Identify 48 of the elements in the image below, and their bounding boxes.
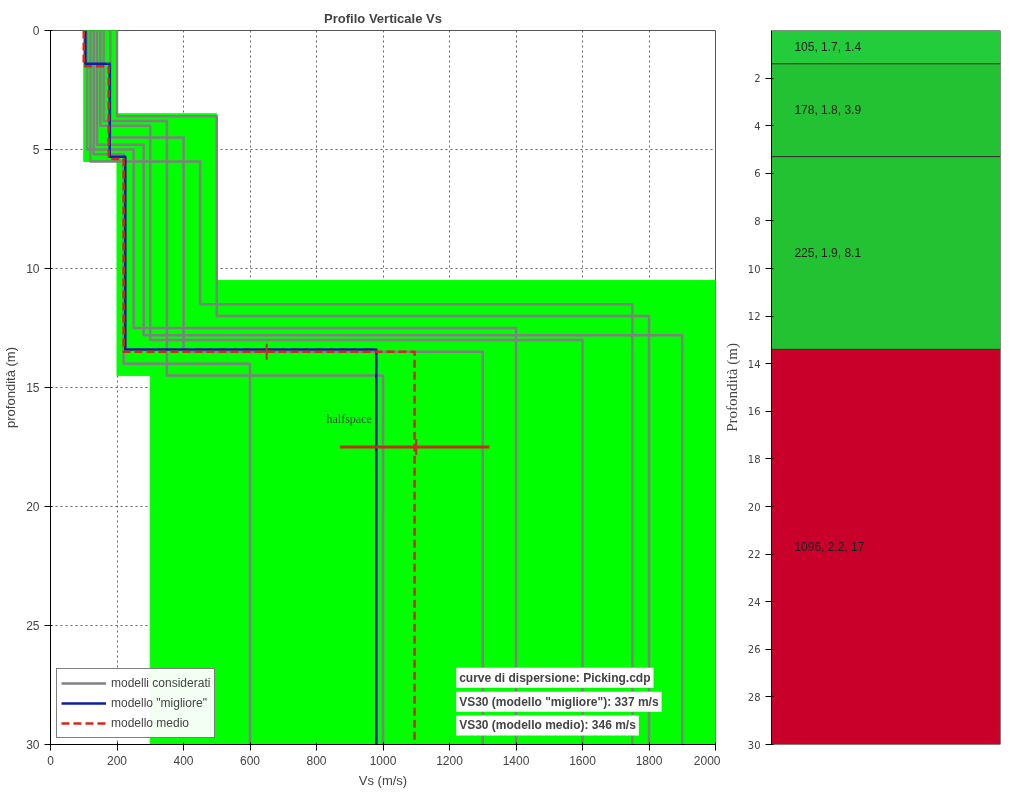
y-axis-title: profondità (m) [3, 347, 19, 428]
y-axis-title: Profondità (m) [723, 343, 741, 432]
y-tick-label: 4 [754, 120, 761, 132]
annotation: halfspace [326, 411, 372, 426]
x-tick-label: 1600 [569, 753, 597, 768]
y-tick-label: 26 [747, 644, 761, 656]
y-tick-label: 8 [754, 215, 761, 227]
annotation: VS30 (modello medio): 346 m/s [459, 718, 637, 733]
y-tick-label: 12 [747, 311, 761, 323]
y-tick-label: 10 [26, 262, 40, 276]
data-label: 225, 1.9, 8.1 [794, 246, 862, 261]
y-tick-label: 24 [747, 596, 761, 608]
x-tick-label: 600 [239, 753, 261, 768]
x-tick-label: 2000 [693, 753, 721, 768]
x-tick-label: 0 [47, 753, 55, 768]
data-label: 1096, 2.2, 17 [794, 539, 865, 554]
y-tick-label: 28 [747, 691, 761, 703]
y-tick-label: 0 [32, 24, 40, 38]
y-tick-label: 30 [26, 738, 40, 752]
x-tick-label: 1200 [436, 753, 464, 768]
annotation: VS30 (modello "migliore"): 337 m/s [459, 694, 659, 709]
legend-label: modello medio [111, 716, 190, 730]
y-tick-label: 6 [754, 168, 761, 180]
y-tick-label: 2 [754, 73, 761, 85]
x-tick-label: 800 [306, 753, 327, 768]
chart-title: Profilo Verticale Vs [324, 10, 442, 26]
legend-label: modelli considerati [111, 676, 211, 690]
y-tick-label: 14 [747, 358, 761, 370]
y-tick-label: 10 [747, 263, 761, 275]
data-label: 105, 1.7, 1.4 [794, 40, 862, 55]
y-tick-label: 18 [747, 453, 761, 465]
x-axis-title: Vs (m/s) [358, 772, 408, 788]
y-tick-label: 30 [747, 739, 761, 751]
y-tick-label: 20 [26, 500, 40, 514]
y-tick-label: 20 [747, 501, 761, 513]
legend-label: modello "migliore" [111, 696, 207, 710]
y-tick-label: 22 [747, 549, 761, 561]
x-tick-label: 200 [106, 753, 128, 768]
data-label: 178, 1.8, 3.9 [794, 103, 862, 118]
x-tick-label: 1000 [369, 753, 397, 768]
x-tick-label: 1800 [635, 753, 663, 768]
x-tick-label: 400 [173, 753, 194, 768]
y-tick-label: 25 [26, 619, 40, 633]
y-tick-label: 15 [26, 381, 40, 395]
y-tick-label: 5 [32, 143, 40, 157]
x-tick-label: 1400 [502, 753, 530, 768]
annotation: curve di dispersione: Picking.cdp [459, 670, 651, 685]
y-tick-label: 16 [747, 406, 761, 418]
